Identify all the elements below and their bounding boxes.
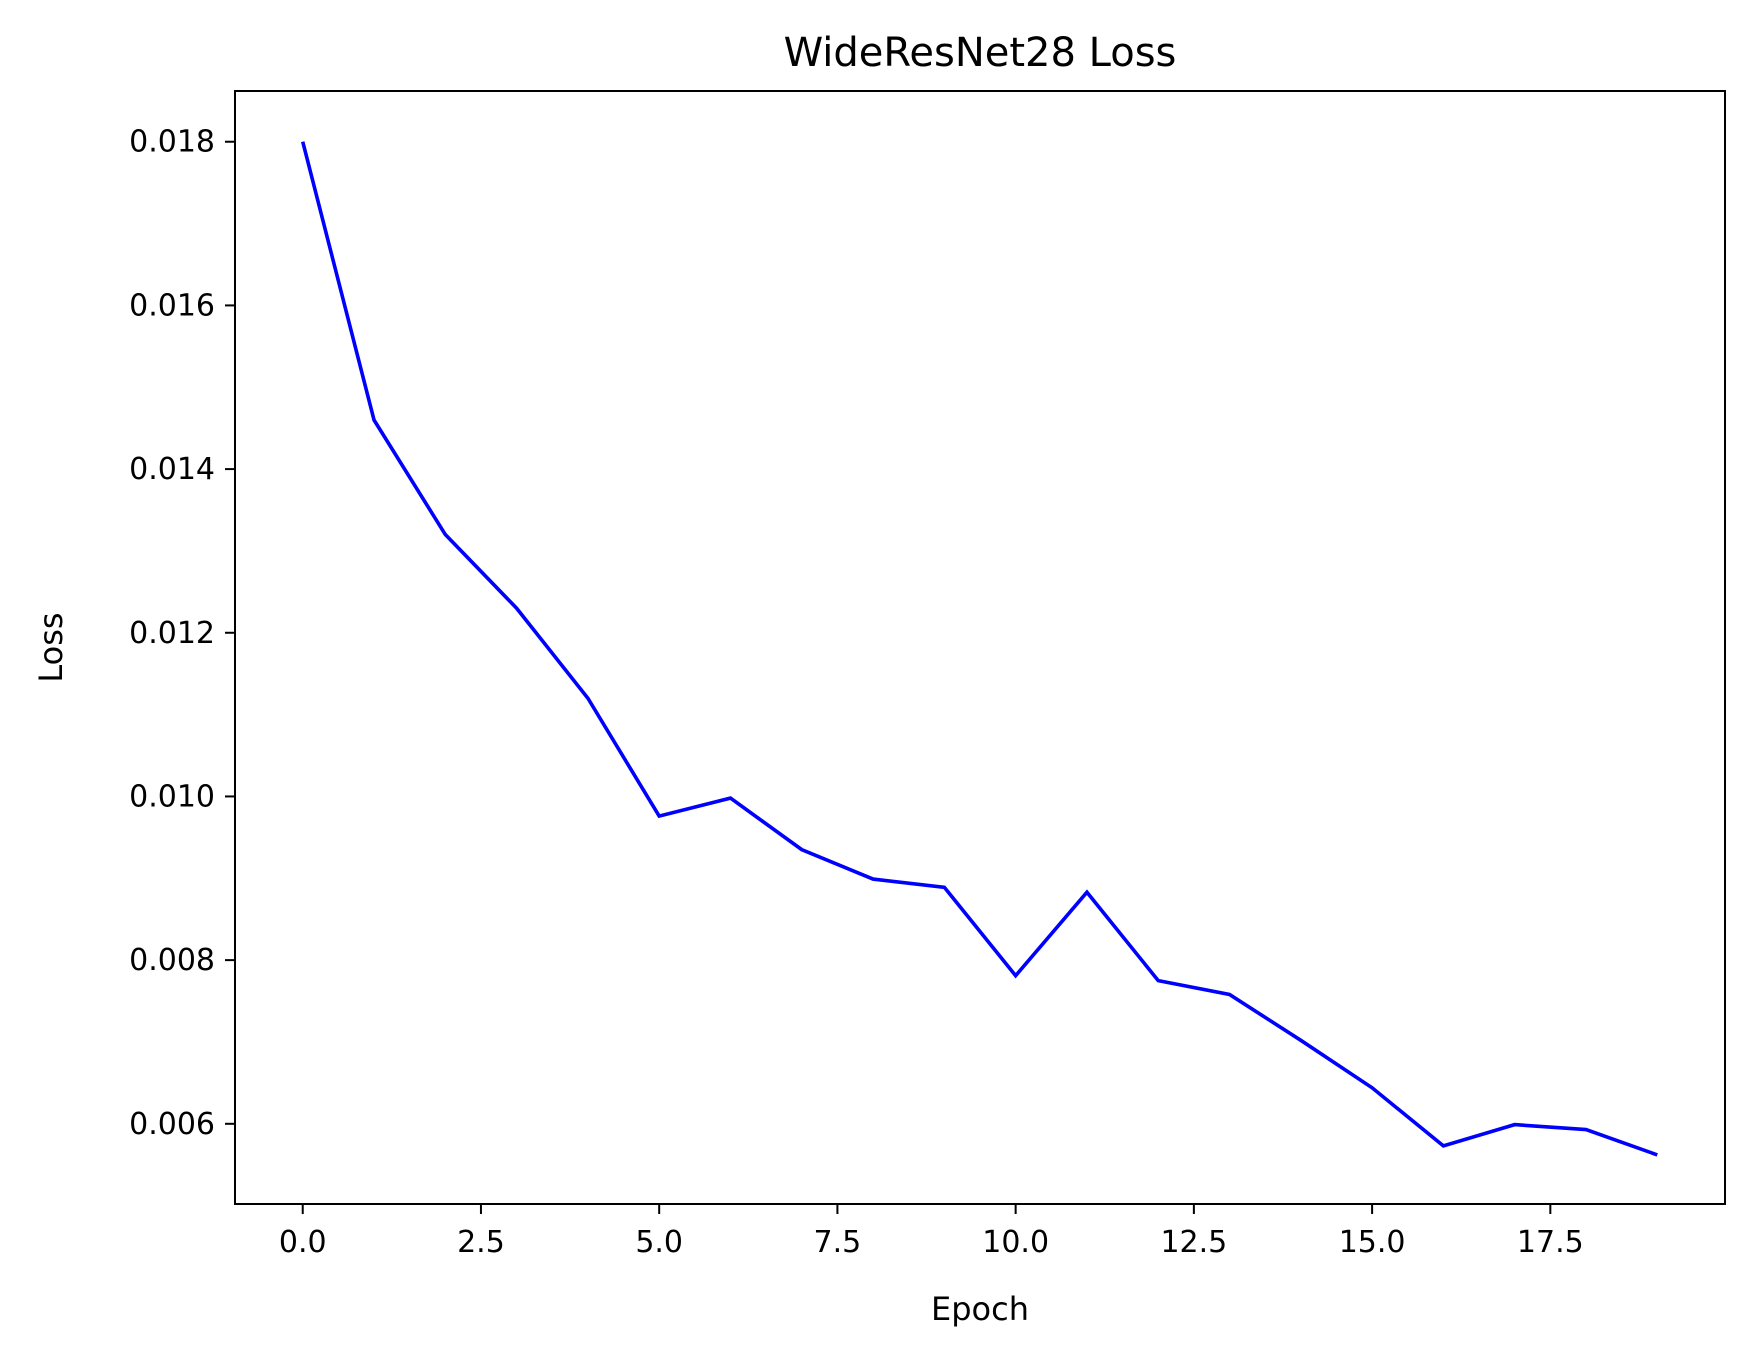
y-axis-ticks: 0.006 0.008 0.010 0.012 0.014 0.016 0.018	[129, 125, 235, 1142]
x-tick-label: 10.0	[982, 1225, 1049, 1260]
x-axis-ticks: 0.0 2.5 5.0 7.5 10.0 12.5 15.0 17.5	[279, 1204, 1584, 1260]
y-tick-label: 0.008	[129, 943, 215, 978]
series-layer	[300, 141, 1658, 1157]
y-tick-label: 0.010	[129, 779, 215, 814]
y-tick-label: 0.014	[129, 452, 215, 487]
x-tick-label: 5.0	[635, 1225, 683, 1260]
y-tick-label: 0.012	[129, 616, 215, 651]
x-tick-label: 2.5	[457, 1225, 505, 1260]
x-tick-label: 17.5	[1517, 1225, 1584, 1260]
series-line-0	[300, 141, 1658, 1157]
x-tick-label: 7.5	[814, 1225, 862, 1260]
y-axis-label: Loss	[32, 612, 70, 682]
y-tick-label: 0.016	[129, 288, 215, 323]
y-tick-label: 0.006	[129, 1107, 215, 1142]
x-tick-label: 12.5	[1160, 1225, 1227, 1260]
y-tick-label: 0.018	[129, 125, 215, 160]
x-tick-label: 15.0	[1339, 1225, 1406, 1260]
x-axis-label: Epoch	[931, 1290, 1029, 1328]
plot-frame	[234, 90, 1726, 1205]
x-tick-label: 0.0	[279, 1225, 327, 1260]
chart-title: WideResNet28 Loss	[784, 30, 1177, 76]
